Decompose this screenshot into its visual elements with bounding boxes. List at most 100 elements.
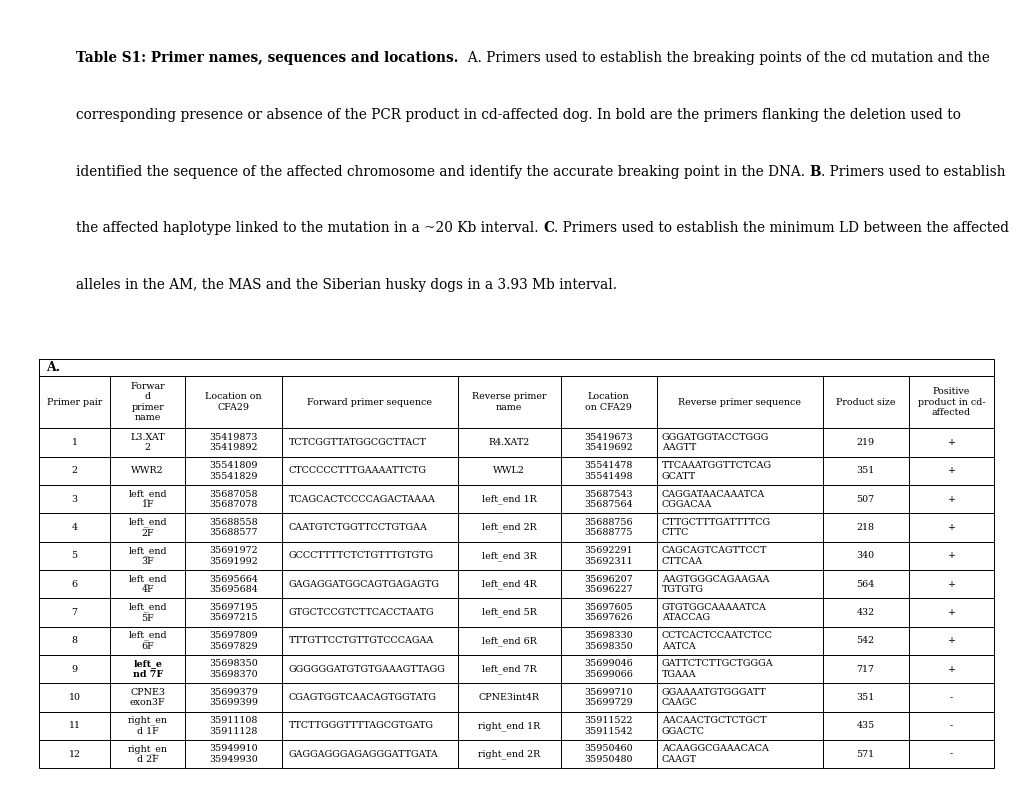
Text: 35697809
35697829: 35697809 35697829: [209, 631, 258, 651]
Text: left_end 3R: left_end 3R: [481, 551, 536, 561]
Text: CCTCACTCCAATCTCC
AATCA: CCTCACTCCAATCTCC AATCA: [661, 631, 772, 651]
Text: CPNE3
exon3F: CPNE3 exon3F: [129, 688, 165, 707]
Text: 432: 432: [856, 608, 874, 617]
Text: 351: 351: [856, 693, 874, 702]
Bar: [39, 376, 994, 429]
Text: CAATGTCTGGTTCCTGTGAA: CAATGTCTGGTTCCTGTGAA: [288, 523, 427, 532]
Text: 542: 542: [856, 637, 874, 645]
Text: +: +: [947, 664, 955, 674]
Bar: [39, 683, 994, 712]
Text: Forward primer sequence: Forward primer sequence: [307, 398, 432, 407]
Text: 507: 507: [856, 495, 874, 504]
Text: TCTCGGTTATGGCGCTTACT: TCTCGGTTATGGCGCTTACT: [288, 438, 426, 447]
Text: +: +: [947, 466, 955, 475]
Text: right_end 1R: right_end 1R: [478, 721, 540, 730]
Text: GGGATGGTACCTGGG
AAGTT: GGGATGGTACCTGGG AAGTT: [661, 433, 768, 452]
Bar: [39, 626, 994, 655]
Text: Product size: Product size: [835, 398, 895, 407]
Text: 35687058
35687078: 35687058 35687078: [209, 489, 258, 509]
Text: GGGGGGATGTGTGAAAGTTAGG: GGGGGGATGTGTGAAAGTTAGG: [288, 664, 445, 674]
Text: 35699046
35699066: 35699046 35699066: [584, 660, 633, 679]
Text: C: C: [543, 221, 553, 236]
Bar: [39, 359, 994, 376]
Text: -: -: [949, 721, 952, 730]
Text: 5: 5: [71, 552, 77, 560]
Text: R4.XAT2: R4.XAT2: [488, 438, 530, 447]
Text: 35698330
35698350: 35698330 35698350: [584, 631, 633, 651]
Text: A.: A.: [46, 361, 60, 374]
Text: CAGGATAACAAATCA
CGGACAA: CAGGATAACAAATCA CGGACAA: [661, 489, 764, 509]
Text: 10: 10: [68, 693, 81, 702]
Bar: [39, 598, 994, 626]
Text: left_end 7R: left_end 7R: [481, 664, 536, 674]
Text: 35692291
35692311: 35692291 35692311: [584, 546, 633, 566]
Text: left_end 6R: left_end 6R: [481, 636, 536, 645]
Text: 2: 2: [71, 466, 77, 475]
Text: TTCAAATGGTTCTCAG
GCATT: TTCAAATGGTTCTCAG GCATT: [661, 461, 771, 481]
Text: 35911522
35911542: 35911522 35911542: [584, 716, 633, 735]
Text: WWL2: WWL2: [493, 466, 525, 475]
Text: TTCTTGGGTTTTAGCGTGATG: TTCTTGGGTTTTAGCGTGATG: [288, 721, 433, 730]
Text: Location on
CFA29: Location on CFA29: [205, 392, 262, 412]
Text: . Primers used to establish: . Primers used to establish: [820, 165, 1005, 179]
Text: CTTGCTTTGATTTTCG
CTTC: CTTGCTTTGATTTTCG CTTC: [661, 518, 770, 537]
Text: 12: 12: [68, 749, 81, 759]
Bar: [39, 541, 994, 570]
Text: Reverse primer sequence: Reverse primer sequence: [678, 398, 801, 407]
Text: AACAACTGCTCTGCT
GGACTC: AACAACTGCTCTGCT GGACTC: [661, 716, 765, 735]
Text: TCAGCACTCCCCAGACTAAAA: TCAGCACTCCCCAGACTAAAA: [288, 495, 435, 504]
Text: AAGTGGGCAGAAGAA
TGTGTG: AAGTGGGCAGAAGAA TGTGTG: [661, 574, 768, 594]
Text: Location
on CFA29: Location on CFA29: [585, 392, 632, 412]
Text: L3.XAT
2: L3.XAT 2: [130, 433, 165, 452]
Text: CTCCCCCTTTGAAAATTCTG: CTCCCCCTTTGAAAATTCTG: [288, 466, 426, 475]
Text: +: +: [947, 637, 955, 645]
Text: . Primers used to establish the minimum LD between the affected: . Primers used to establish the minimum …: [553, 221, 1008, 236]
Text: CPNE3int4R: CPNE3int4R: [478, 693, 539, 702]
Bar: [39, 429, 994, 457]
Text: 4: 4: [71, 523, 77, 532]
Text: right_en
d 2F: right_en d 2F: [127, 744, 167, 764]
Text: left_end
6F: left_end 6F: [128, 631, 167, 651]
Text: 219: 219: [856, 438, 874, 447]
Text: CGAGTGGTCAACAGTGGTATG: CGAGTGGTCAACAGTGGTATG: [288, 693, 436, 702]
Text: 7: 7: [71, 608, 77, 617]
Text: GATTCTCTTGCTGGGA
TGAAA: GATTCTCTTGCTGGGA TGAAA: [661, 660, 772, 679]
Text: Primer pair: Primer pair: [47, 398, 102, 407]
Text: right_en
d 1F: right_en d 1F: [127, 716, 167, 736]
Bar: [39, 457, 994, 485]
Text: GGAAAATGTGGGATT
CAAGC: GGAAAATGTGGGATT CAAGC: [661, 688, 766, 707]
Text: left_e
nd 7F: left_e nd 7F: [132, 660, 163, 679]
Text: A. Primers used to establish the breaking points of the cd mutation and the: A. Primers used to establish the breakin…: [459, 51, 988, 65]
Text: 571: 571: [856, 749, 874, 759]
Text: +: +: [947, 608, 955, 617]
Bar: [39, 570, 994, 598]
Text: left_end
2F: left_end 2F: [128, 518, 167, 537]
Bar: [39, 514, 994, 541]
Text: 35949910
35949930: 35949910 35949930: [209, 745, 258, 764]
Text: 35687543
35687564: 35687543 35687564: [584, 489, 633, 509]
Text: 3: 3: [71, 495, 77, 504]
Text: WWR2: WWR2: [131, 466, 164, 475]
Text: GAGGAGGGAGAGGGATTGATA: GAGGAGGGAGAGGGATTGATA: [288, 749, 438, 759]
Text: GTGCTCCGTCTTCACCTAATG: GTGCTCCGTCTTCACCTAATG: [288, 608, 434, 617]
Text: +: +: [947, 552, 955, 560]
Text: 435: 435: [856, 721, 874, 730]
Text: 6: 6: [71, 580, 77, 589]
Text: 35698350
35698370: 35698350 35698370: [209, 660, 258, 679]
Text: B: B: [809, 165, 820, 179]
Text: Table S1: Primer names, sequences and locations.: Table S1: Primer names, sequences and lo…: [76, 51, 459, 65]
Text: 35699710
35699729: 35699710 35699729: [584, 688, 633, 707]
Text: 8: 8: [71, 637, 77, 645]
Text: left_end 5R: left_end 5R: [481, 608, 536, 617]
Text: 218: 218: [856, 523, 873, 532]
Text: 9: 9: [71, 664, 77, 674]
Text: 1: 1: [71, 438, 77, 447]
Text: -: -: [949, 693, 952, 702]
Text: alleles in the AM, the MAS and the Siberian husky dogs in a 3.93 Mb interval.: alleles in the AM, the MAS and the Siber…: [76, 278, 616, 292]
Text: 35696207
35696227: 35696207 35696227: [584, 574, 633, 594]
Text: left_end
3F: left_end 3F: [128, 546, 167, 566]
Text: 35541809
35541829: 35541809 35541829: [209, 461, 258, 481]
Text: 35697605
35697626: 35697605 35697626: [584, 603, 633, 623]
Text: left_end 1R: left_end 1R: [481, 494, 536, 504]
Text: 35688558
35688577: 35688558 35688577: [209, 518, 258, 537]
